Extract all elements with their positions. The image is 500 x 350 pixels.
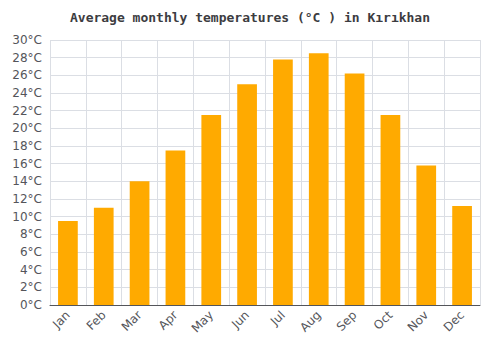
svg-text:10°C: 10°C <box>12 210 42 224</box>
svg-text:12°C: 12°C <box>12 192 42 206</box>
svg-text:24°C: 24°C <box>12 86 42 100</box>
svg-text:8°C: 8°C <box>20 227 42 241</box>
svg-text:Oct: Oct <box>371 308 396 333</box>
svg-text:Dec: Dec <box>441 308 467 334</box>
svg-text:28°C: 28°C <box>12 51 42 65</box>
svg-text:Feb: Feb <box>84 308 109 333</box>
svg-text:Nov: Nov <box>405 308 431 334</box>
svg-text:4°C: 4°C <box>20 263 42 277</box>
svg-text:30°C: 30°C <box>12 33 42 47</box>
svg-text:May: May <box>189 308 216 335</box>
svg-text:Jul: Jul <box>267 308 288 329</box>
svg-text:Average monthly temperatures (: Average monthly temperatures (°C ) in Kı… <box>70 10 430 25</box>
svg-text:Sep: Sep <box>334 308 360 334</box>
svg-text:16°C: 16°C <box>12 157 42 171</box>
svg-text:Jun: Jun <box>228 308 252 332</box>
svg-text:6°C: 6°C <box>20 245 42 259</box>
svg-text:18°C: 18°C <box>12 139 42 153</box>
svg-text:0°C: 0°C <box>20 298 42 312</box>
svg-text:2°C: 2°C <box>20 280 42 294</box>
svg-text:14°C: 14°C <box>12 174 42 188</box>
svg-text:26°C: 26°C <box>12 68 42 82</box>
svg-text:Aug: Aug <box>297 308 323 334</box>
svg-text:Mar: Mar <box>119 308 145 334</box>
svg-text:20°C: 20°C <box>12 121 42 135</box>
svg-text:22°C: 22°C <box>12 104 42 118</box>
svg-text:Apr: Apr <box>156 308 181 333</box>
svg-text:Jan: Jan <box>49 308 73 332</box>
